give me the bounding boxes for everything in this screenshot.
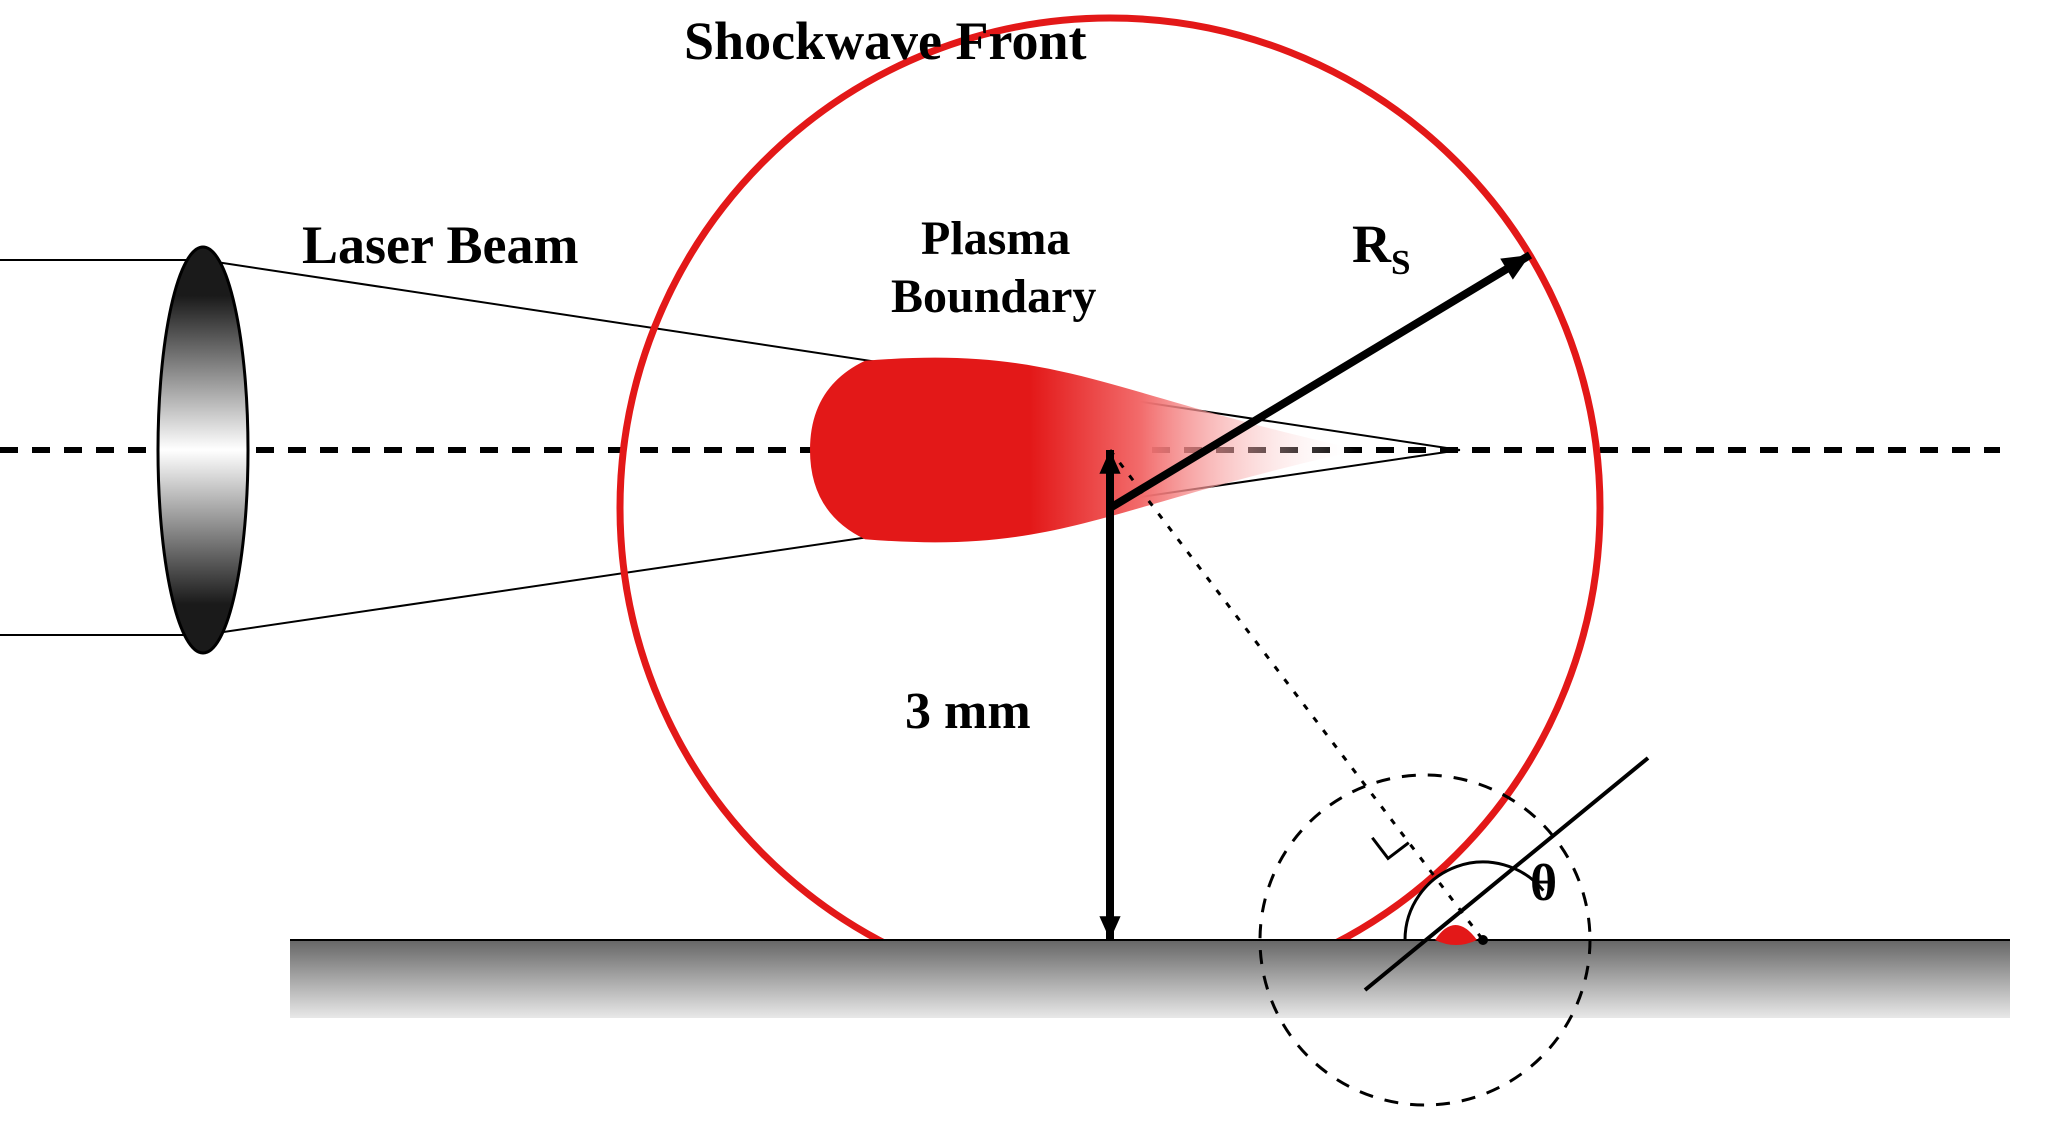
theta-label: θ (1530, 858, 1557, 910)
incidence-ray (1110, 450, 1483, 940)
rs-label: RS (1352, 217, 1411, 280)
plasma-boundary-label-2: Boundary (891, 273, 1096, 321)
distance-label: 3 mm (905, 686, 1031, 738)
laser-beam-label: Laser Beam (302, 218, 578, 272)
shockwave-title-label: Shockwave Front (684, 14, 1087, 68)
rs-label-main: R (1352, 214, 1391, 274)
rs-label-sub: S (1391, 243, 1411, 282)
plasma-region (810, 358, 1360, 543)
right-angle-marker (1372, 838, 1408, 859)
height-arrow-head (1099, 916, 1120, 940)
plasma-boundary-label-1: Plasma (921, 215, 1070, 263)
incidence-point (1478, 935, 1488, 945)
sample-surface (290, 940, 2010, 1018)
lens-icon (158, 247, 248, 653)
